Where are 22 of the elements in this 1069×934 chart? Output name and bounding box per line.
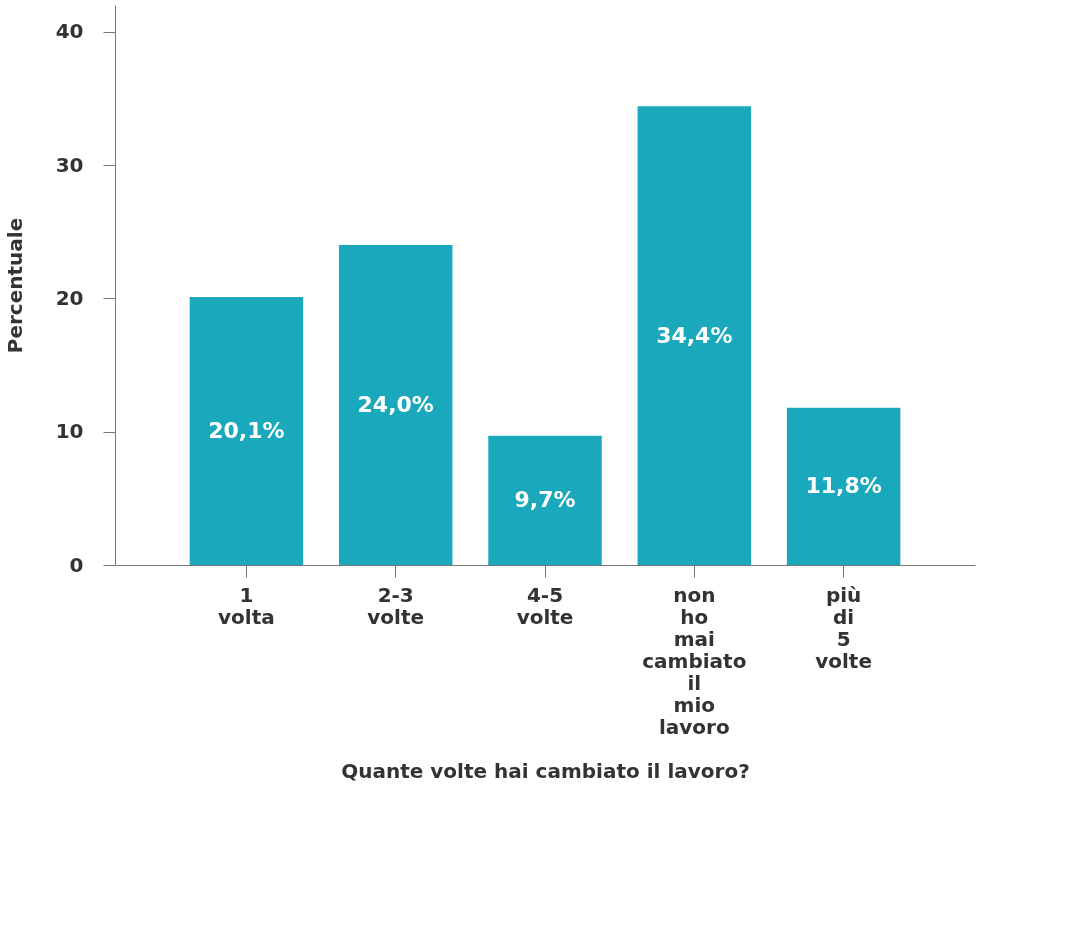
y-tick-label: 20 [55, 285, 84, 310]
x-tick-label: 4-5 volte [516, 582, 574, 629]
y-tick-label: 40 [55, 19, 84, 44]
bar [189, 297, 304, 565]
y-tick-label: 30 [55, 152, 84, 177]
data-label: 34,4% [656, 322, 733, 348]
data-label: 20,1% [208, 418, 285, 443]
data-label: 9,7% [514, 487, 576, 513]
data-label: 24,0% [357, 392, 434, 417]
bar [488, 435, 602, 565]
x-tick-label: 1 volta [218, 582, 275, 629]
x-tick-label: 2-3 volte [367, 582, 425, 629]
y-tick-label: 10 [55, 419, 84, 444]
x-tick-label: più di 5 volte [815, 582, 872, 673]
y-tick-label: 0 [69, 552, 84, 577]
y-axis-title: Percentuale [2, 217, 27, 354]
data-label: 11,8% [805, 473, 882, 499]
x-axis-title: Quante volte hai cambiato il lavoro? [341, 758, 750, 783]
x-tick-label: non ho mai cambiato il mio lavoro [642, 582, 747, 739]
bar [338, 245, 453, 565]
bar [637, 106, 752, 565]
bar [786, 407, 901, 565]
